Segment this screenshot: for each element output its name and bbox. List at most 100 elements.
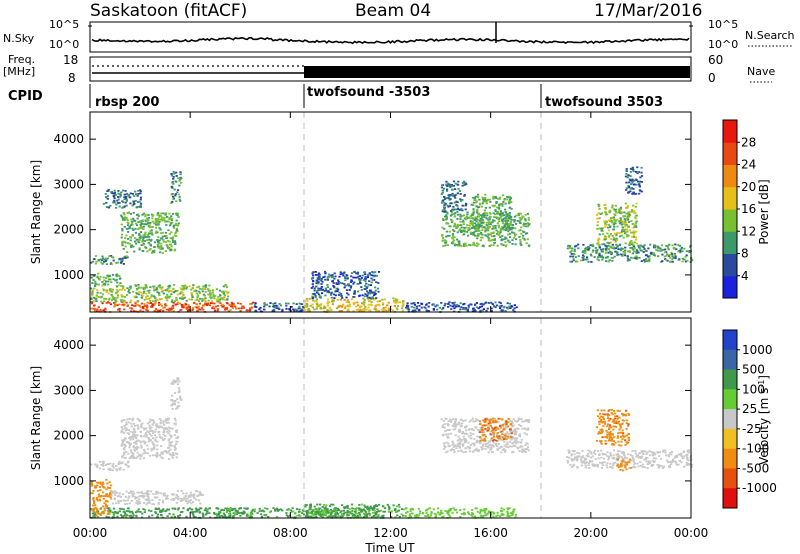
power-cell xyxy=(320,286,323,288)
velocity-cell xyxy=(359,515,362,518)
velocity-cell xyxy=(153,420,156,423)
velocity-cell xyxy=(174,447,177,450)
power-cell xyxy=(511,243,514,245)
velocity-cell xyxy=(149,438,152,441)
power-cell xyxy=(143,287,146,290)
power-cell xyxy=(626,228,629,231)
velocity-cell xyxy=(261,509,264,512)
power-cell xyxy=(613,213,616,216)
velocity-cell xyxy=(378,510,381,513)
power-cell xyxy=(483,216,486,218)
power-cell xyxy=(344,284,347,287)
velocity-cell xyxy=(374,513,378,516)
power-cell xyxy=(477,212,481,215)
power-cell xyxy=(627,258,630,261)
power-cell xyxy=(668,254,671,256)
power-cell xyxy=(288,308,291,310)
power-cell xyxy=(473,197,476,200)
power-cell xyxy=(569,251,572,253)
velocity-scatter-cells xyxy=(90,377,694,519)
velocity-cell xyxy=(137,446,140,449)
power-cell xyxy=(212,289,215,292)
velocity-cell xyxy=(176,429,179,432)
power-cell xyxy=(585,246,588,249)
power-cell xyxy=(120,293,123,296)
velocity-cell xyxy=(188,500,191,502)
velocity-cell xyxy=(464,432,467,435)
power-cell xyxy=(287,302,290,305)
power-cell xyxy=(490,301,493,304)
power-cell xyxy=(464,308,467,311)
velocity-cell xyxy=(153,444,156,447)
velocity-cell xyxy=(328,509,331,512)
power-cell xyxy=(646,255,650,258)
power-cell xyxy=(311,277,314,279)
power-cell xyxy=(153,310,156,313)
power-cell xyxy=(134,240,137,243)
power-cell xyxy=(440,302,443,304)
power-cell xyxy=(451,236,454,239)
power-cell xyxy=(626,230,629,233)
velocity-cell xyxy=(129,490,132,493)
power-cell xyxy=(614,241,617,243)
power-cell xyxy=(463,217,467,220)
velocity-cell xyxy=(218,516,221,519)
power-cell xyxy=(179,173,182,176)
power-cell xyxy=(477,222,480,224)
velocity-cell xyxy=(477,429,480,431)
power-cell xyxy=(586,258,589,261)
power-cell xyxy=(445,180,448,183)
power-cell xyxy=(473,244,476,247)
velocity-cell xyxy=(323,514,326,517)
power-cell xyxy=(219,297,223,300)
power-cell xyxy=(178,184,181,187)
power-cell xyxy=(597,212,600,214)
velocity-cell xyxy=(301,512,304,514)
power-cell xyxy=(188,298,191,301)
power-cell xyxy=(526,238,529,241)
power-cell xyxy=(348,303,351,306)
power-cell xyxy=(162,212,165,215)
power-cell xyxy=(511,231,514,234)
velocity-cell xyxy=(471,515,474,518)
power-cell xyxy=(90,261,93,264)
velocity-cell xyxy=(161,453,164,455)
power-cell xyxy=(604,226,607,228)
velocity-cell xyxy=(417,514,420,517)
velocity-cell xyxy=(142,448,146,451)
power-cell xyxy=(344,305,347,308)
power-cell xyxy=(143,298,146,301)
velocity-cell xyxy=(123,457,126,459)
power-cell xyxy=(485,216,488,219)
velocity-cell xyxy=(203,509,206,512)
power-cell xyxy=(459,229,463,232)
power-cell xyxy=(109,303,112,306)
power-cell xyxy=(498,305,501,308)
power-cell xyxy=(596,217,599,220)
power-cell xyxy=(105,259,108,261)
velocity-cell xyxy=(141,512,144,515)
power-cell xyxy=(120,285,123,287)
velocity-cell xyxy=(176,515,180,517)
power-cell xyxy=(681,260,684,263)
velocity-cell xyxy=(91,512,94,515)
velocity-cell xyxy=(308,508,311,511)
velocity-cell xyxy=(403,508,406,511)
power-cell xyxy=(100,261,103,264)
power-cell xyxy=(663,251,667,254)
power-cell xyxy=(447,205,450,208)
velocity-cell xyxy=(520,438,523,441)
power-cell xyxy=(221,305,224,308)
power-cell xyxy=(147,238,150,241)
power-cell xyxy=(472,204,475,206)
velocity-cell xyxy=(460,440,463,442)
velocity-cell xyxy=(103,509,106,512)
power-cell xyxy=(107,206,110,209)
power-cell xyxy=(106,257,109,260)
velocity-cell xyxy=(319,514,322,517)
velocity-cell xyxy=(243,511,246,514)
power-cell xyxy=(461,215,464,217)
power-cell xyxy=(659,249,662,252)
power-cell xyxy=(499,236,502,238)
power-cell xyxy=(330,296,333,299)
